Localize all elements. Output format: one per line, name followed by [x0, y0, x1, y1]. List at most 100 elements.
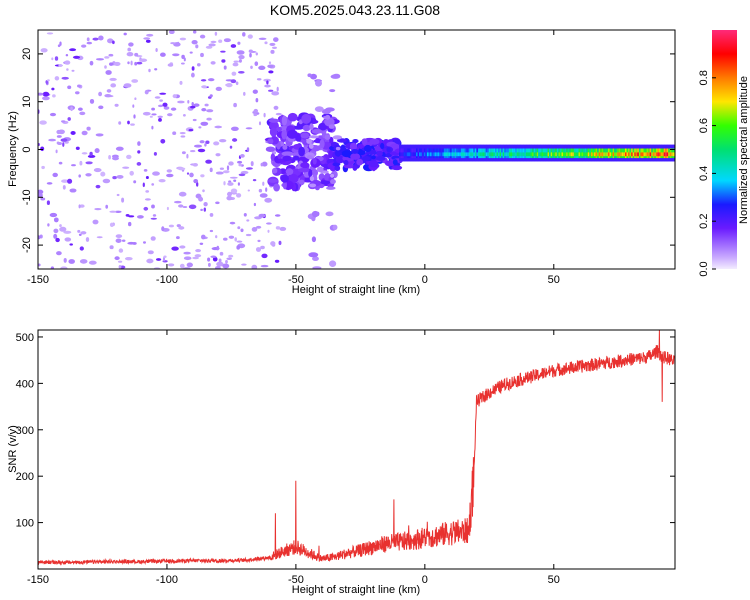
spectrogram-cell	[192, 30, 197, 34]
spectrogram-cell	[151, 113, 157, 116]
spectrogram-cell	[60, 266, 68, 269]
spectrogram-cell	[38, 263, 41, 267]
spectrogram-cell	[219, 167, 224, 170]
spectrogram-cell	[142, 111, 151, 116]
spectrogram-band-cell	[652, 152, 656, 157]
spectrogram-cell	[160, 139, 166, 144]
spectrogram-cell	[195, 44, 199, 49]
y-tick-label: -20	[21, 237, 33, 253]
spectrogram-band-cell	[584, 152, 588, 157]
spectrogram-cell	[86, 41, 93, 45]
y-tick-label: 300	[16, 425, 34, 437]
spectrogram-cell	[191, 66, 195, 71]
spectrogram-cell	[198, 126, 202, 129]
spectrogram-cell	[59, 226, 67, 232]
spectrogram-cell	[186, 262, 193, 268]
spectrogram-cell	[356, 158, 364, 166]
spectrogram-cell	[214, 31, 218, 36]
spectrogram-cell	[223, 181, 226, 186]
spectrogram-cell	[298, 146, 305, 157]
spectrogram-cell	[52, 172, 58, 178]
spectrogram-cell	[193, 179, 199, 184]
spectrogram-cell	[276, 86, 279, 92]
spectrogram-cell	[225, 82, 233, 88]
spectrogram-cell	[278, 240, 282, 246]
spectrogram-band-cell	[578, 152, 582, 157]
spectrogram-cell	[308, 143, 314, 149]
y-tick-label: 10	[21, 96, 33, 108]
spectrogram-cell	[259, 193, 268, 198]
spectrogram-cell	[192, 256, 199, 260]
spectrogram-cell	[137, 141, 141, 146]
snr-series-line	[38, 330, 675, 566]
spectrogram-cell	[178, 191, 187, 197]
spectrogram-band-cell	[519, 152, 523, 157]
spectrogram-cell	[269, 121, 279, 130]
spectrogram-cell	[157, 104, 164, 108]
spectrogram-band-cell	[508, 152, 512, 157]
spectrogram-cell	[151, 107, 155, 111]
spectrogram-band-cell	[620, 152, 624, 157]
spectrogram-cell	[163, 255, 167, 258]
spectrogram-band-cell	[570, 152, 574, 157]
spectrogram-cell	[162, 256, 166, 262]
spectrogram-cell	[215, 201, 220, 205]
spectrogram-cell	[142, 182, 145, 188]
spectrogram-cell	[69, 243, 73, 246]
spectrogram-cell	[349, 142, 358, 151]
spectrogram-band-cell	[467, 152, 471, 157]
y-tick-label: 20	[21, 48, 33, 60]
spectrogram-cell	[63, 230, 72, 234]
spectrogram-cell	[38, 235, 41, 240]
spectrogram-cell	[199, 140, 205, 144]
spectrogram-band-cell	[567, 152, 571, 157]
spectrogram-cell	[207, 78, 215, 82]
spectrogram-cell	[104, 94, 112, 98]
spectrogram-cell	[130, 123, 135, 126]
spectrogram-cell	[267, 64, 274, 69]
spectrogram-cell	[79, 246, 84, 251]
spectrogram-band-cell	[512, 152, 515, 157]
spectrogram-cell	[237, 41, 241, 45]
spectrogram-cell	[146, 258, 154, 264]
spectrogram-cell	[116, 193, 120, 197]
spectrogram-cell	[136, 162, 142, 166]
spectrogram-band-cell	[490, 152, 494, 157]
spectrogram-cell	[78, 174, 81, 178]
spectrogram-cell	[314, 106, 324, 112]
spectrogram-cell	[209, 212, 214, 217]
spectrogram-cell	[56, 135, 62, 138]
spectrogram-cell	[115, 238, 122, 243]
spectrogram-band-cell	[538, 152, 542, 157]
spectrogram-cell	[309, 183, 317, 188]
spectrogram-cell	[63, 257, 67, 263]
spectrogram-cell	[115, 234, 123, 239]
spectrogram-cell	[312, 256, 319, 262]
spectrogram-cell	[109, 77, 117, 81]
spectrogram-cell	[253, 113, 258, 117]
spectrogram-cell	[89, 60, 94, 66]
spectrogram-band-cell	[402, 152, 406, 157]
spectrogram-cell	[302, 124, 311, 132]
spectrogram-cell	[209, 167, 213, 173]
spectrogram-cell	[210, 40, 217, 44]
spectrogram-cell	[177, 167, 186, 171]
spectrogram-cell	[178, 226, 185, 230]
spectrogram-cell	[253, 108, 259, 113]
spectrogram-cell	[212, 256, 218, 262]
spectrogram-cell	[126, 52, 134, 57]
spectrogram-cell	[143, 169, 148, 172]
spectrogram-cell	[251, 264, 258, 269]
snr-x-ticks: -150 -100 -50 0 50	[27, 330, 560, 586]
spectrogram-band-cell	[597, 152, 601, 157]
spectrogram-cell	[155, 47, 158, 53]
colorbar-tick-label: 0.2	[698, 214, 710, 229]
spectrogram-cell	[89, 98, 95, 104]
colorbar-tick-label: 0.6	[698, 118, 710, 133]
spectrogram-cell	[95, 133, 104, 137]
spectrogram-cell	[104, 56, 110, 59]
spectrogram-cell	[300, 162, 310, 169]
spectrogram-band-cell	[587, 152, 591, 157]
spectrogram-cell	[39, 120, 47, 125]
spectrogram-band-cell	[555, 152, 559, 157]
